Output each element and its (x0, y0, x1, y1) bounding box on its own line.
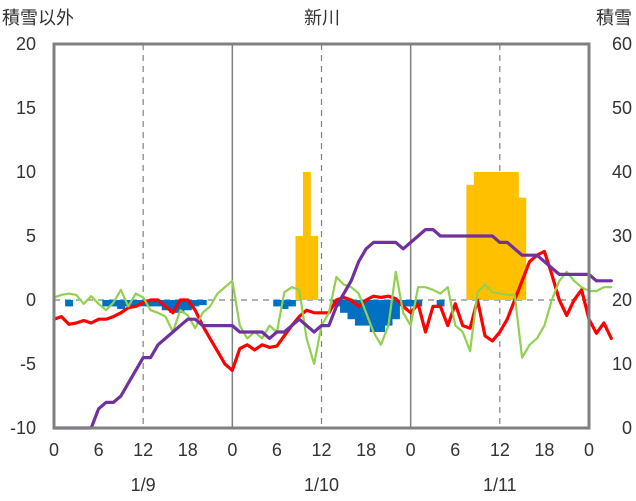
precipitation-bar (169, 300, 178, 313)
line-series (52, 228, 613, 430)
left-y-tick-label: 15 (16, 98, 36, 118)
precipitation-bar (340, 300, 348, 313)
left-y-ticks: 20 15 10 5 0 -5 -10 (10, 34, 36, 438)
temperature-line (52, 249, 613, 372)
wind-line (52, 270, 613, 366)
precipitation-bar (273, 300, 282, 307)
left-y-tick-label: 10 (16, 162, 36, 182)
snowfall-bar (302, 172, 311, 300)
precipitation-bar (347, 300, 356, 320)
precipitation-bar (377, 300, 386, 332)
x-tick-label: 18 (178, 440, 198, 460)
precipitation-bar (436, 300, 445, 307)
x-ticks: 0 6 12 18 0 6 12 18 0 6 12 18 0 (49, 440, 594, 460)
snow_depth-line (52, 228, 613, 430)
right-y-tick-label: 10 (612, 354, 632, 374)
precipitation-bar (176, 300, 185, 313)
precipitation-bar (65, 300, 73, 307)
snowfall-bar (310, 236, 319, 300)
precipitation-bar (198, 300, 207, 306)
x-tick-label: 12 (490, 440, 510, 460)
precipitation-bar (102, 300, 111, 307)
snowfall-bar (503, 172, 512, 300)
precipitation-bar (184, 300, 192, 311)
snowfall-bar (496, 172, 504, 300)
x-tick-label: 0 (227, 440, 237, 460)
precipitation-bar (392, 300, 400, 320)
x-tick-label: 12 (311, 440, 331, 460)
x-tick-label: 12 (133, 440, 153, 460)
chart-title: 新川 (304, 8, 340, 28)
x-tick-label: 0 (584, 440, 594, 460)
precipitation-bar (384, 300, 393, 326)
precipitation-bar (399, 300, 408, 307)
left-axis-title: 積雪以外 (2, 8, 74, 28)
left-y-tick-label: 5 (26, 226, 36, 246)
precipitation-bar (191, 300, 200, 307)
precipitation-bar (146, 300, 155, 307)
right-y-ticks: 60 50 40 30 20 10 0 (612, 34, 632, 438)
x-tick-label: 18 (356, 440, 376, 460)
right-y-tick-label: 60 (612, 34, 632, 54)
day-labels: 1/9 1/10 1/11 (131, 475, 517, 495)
x-tick-label: 6 (450, 440, 460, 460)
plot-frame (52, 42, 591, 430)
precipitation-bar (406, 300, 415, 307)
right-y-tick-label: 20 (612, 290, 632, 310)
x-tick-label: 6 (272, 440, 282, 460)
precipitation-bar (154, 300, 163, 307)
precipitation-bar (369, 300, 378, 332)
x-tick-label: 18 (534, 440, 554, 460)
left-y-tick-label: -10 (10, 418, 36, 438)
right-axis-title: 積雪 (596, 8, 632, 28)
right-y-tick-label: 40 (612, 162, 632, 182)
snowfall-bar (518, 197, 527, 300)
left-y-tick-label: 20 (16, 34, 36, 54)
precipitation-bar (354, 300, 363, 326)
x-tick-label: 0 (406, 440, 416, 460)
precipitation-bar (288, 300, 296, 307)
snowfall-bar (295, 236, 304, 300)
precipitation-bar (124, 300, 133, 307)
day-label: 1/9 (131, 475, 156, 495)
day-label: 1/11 (483, 475, 517, 495)
precipitation-bar (280, 300, 289, 309)
right-y-tick-label: 0 (622, 418, 632, 438)
precipitation-bar (117, 300, 125, 309)
snowfall-bar (510, 172, 519, 300)
right-y-tick-label: 50 (612, 98, 632, 118)
right-y-tick-label: 30 (612, 226, 632, 246)
day-label: 1/10 (304, 475, 339, 495)
snowfall-bar (466, 184, 475, 300)
x-tick-label: 6 (94, 440, 104, 460)
bar-series (65, 172, 527, 332)
left-y-tick-label: -5 (20, 354, 36, 374)
precipitation-bar (132, 300, 140, 307)
x-tick-label: 0 (49, 440, 59, 460)
left-y-tick-label: 0 (26, 290, 36, 310)
